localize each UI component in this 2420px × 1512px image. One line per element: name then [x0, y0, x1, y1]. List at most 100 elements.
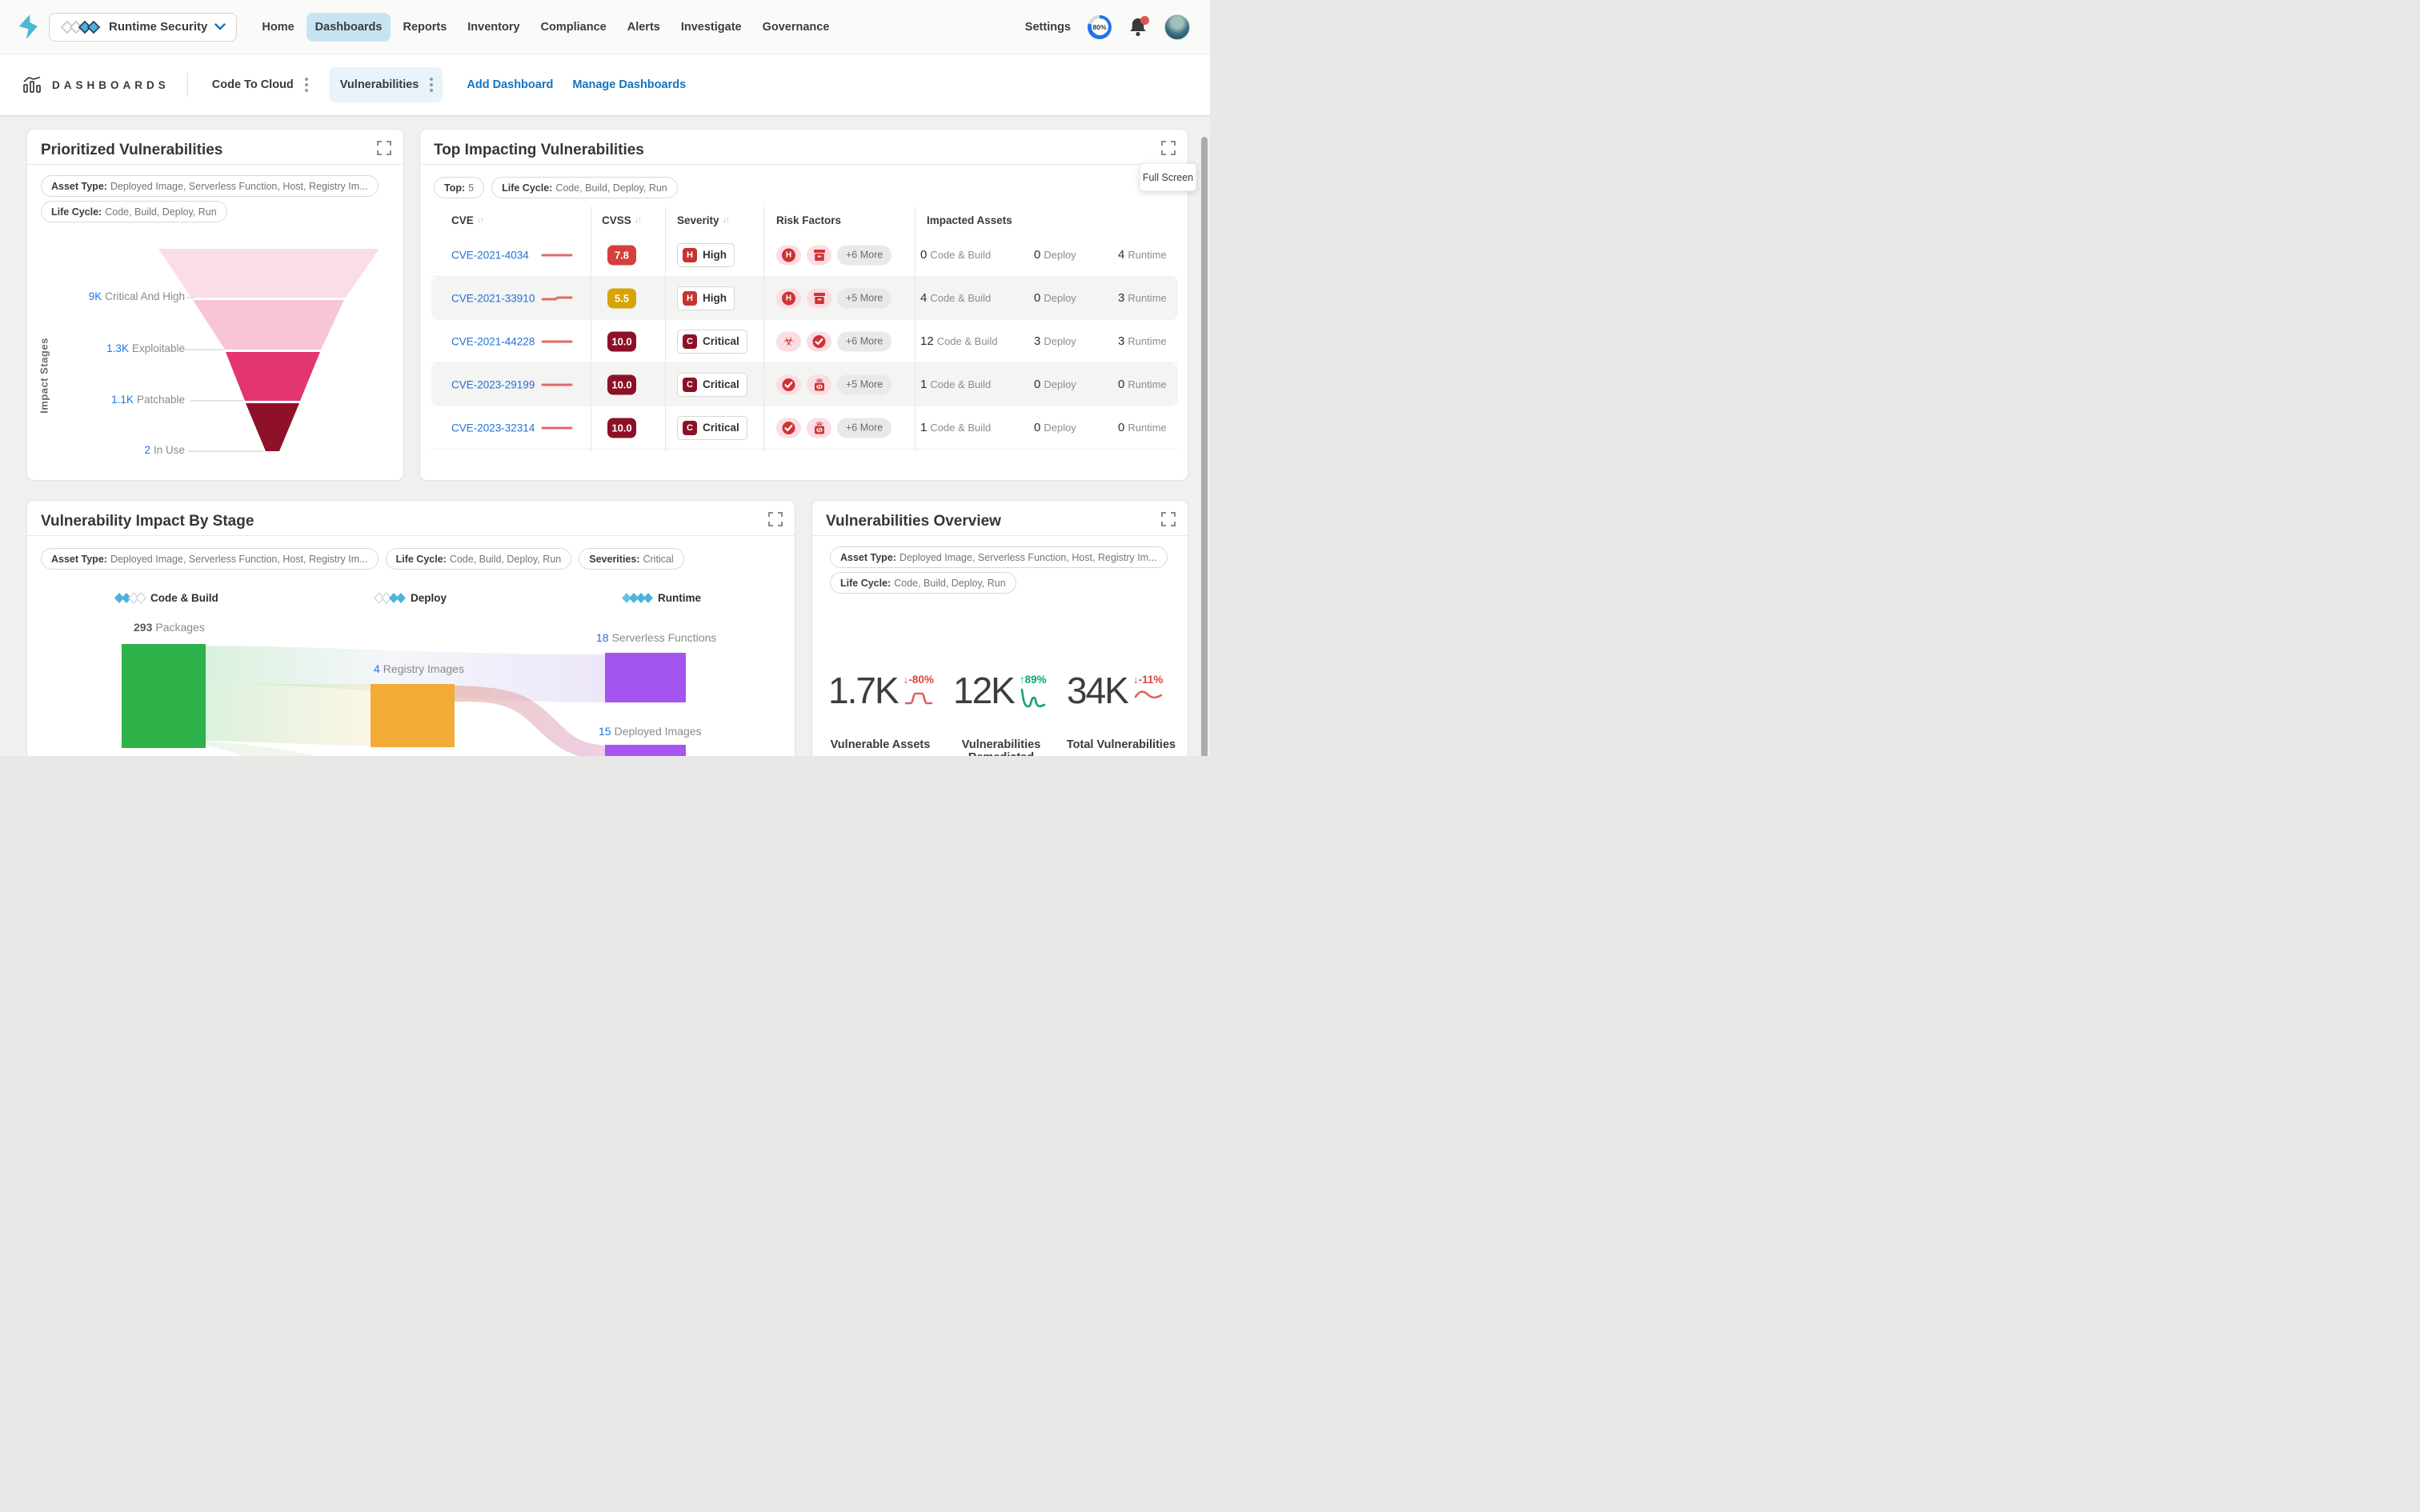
filter-chip-life-cycle[interactable]: Life Cycle: Code, Build, Deploy, Run — [41, 201, 227, 222]
brand-logo-icon[interactable] — [17, 14, 39, 41]
trend-sparkline — [1134, 690, 1163, 699]
nav-item-home[interactable]: Home — [262, 20, 294, 34]
settings-button[interactable]: Settings — [1024, 20, 1071, 34]
prioritized-vulnerabilities-card: Prioritized Vulnerabilities Asset Type: … — [26, 129, 404, 481]
filter-chip-asset-type[interactable]: Asset Type: Deployed Image, Serverless F… — [830, 546, 1168, 568]
funnel-stage-label: 1.1K Patchable — [111, 394, 185, 406]
severity-chip: H High — [677, 286, 735, 310]
cvss-badge: 10.0 — [607, 331, 636, 351]
more-risk-factors-button[interactable]: +6 More — [837, 331, 892, 351]
expand-icon[interactable] — [377, 141, 391, 155]
risk-factor-high-severity-icon[interactable]: H — [776, 245, 801, 265]
sort-icon[interactable]: ↓↑ — [476, 215, 484, 225]
column-header-cve[interactable]: CVE ↓↑ — [451, 214, 484, 226]
user-avatar[interactable] — [1164, 14, 1190, 40]
cve-link[interactable]: CVE-2021-4034 — [451, 249, 529, 261]
vulnerabilities-overview-card: Vulnerabilities Overview Asset Type: Dep… — [811, 500, 1188, 756]
impacted-deploy: 0 Deploy — [1034, 290, 1076, 305]
trend-sparkline — [541, 254, 573, 256]
table-row[interactable]: CVE-2021-33910 5.5 H High H +5 More 4 Cod… — [431, 277, 1178, 320]
tab-code-to-cloud[interactable]: Code To Cloud — [201, 67, 318, 102]
progress-value: 80% — [1091, 18, 1108, 35]
table-row[interactable]: CVE-2023-32314 10.0 C Critical — [431, 406, 1178, 450]
tab-menu-icon[interactable] — [428, 76, 435, 94]
vulnerability-impact-by-stage-card: Vulnerability Impact By Stage Asset Type… — [26, 500, 795, 756]
filter-chip-asset-type[interactable]: Asset Type: Deployed Image, Serverless F… — [41, 548, 379, 570]
expand-icon[interactable] — [1161, 141, 1176, 155]
sankey-node-deployed-images — [605, 745, 686, 756]
nav-item-reports[interactable]: Reports — [403, 20, 447, 34]
filter-chip-life-cycle[interactable]: Life Cycle: Code, Build, Deploy, Run — [491, 177, 678, 198]
trend-sparkline — [904, 692, 932, 705]
nav-item-governance[interactable]: Governance — [762, 20, 830, 34]
risk-factor-archive-box-icon[interactable] — [807, 288, 831, 308]
sort-icon[interactable]: ↓↑ — [722, 215, 730, 225]
more-risk-factors-button[interactable]: +5 More — [837, 374, 892, 394]
risk-factor-check-circle-icon[interactable] — [776, 418, 801, 438]
filter-chip-asset-type[interactable]: Asset Type: Deployed Image, Serverless F… — [41, 175, 379, 197]
severity-letter-icon: H — [683, 247, 697, 262]
filter-chip-life-cycle[interactable]: Life Cycle: Code, Build, Deploy, Run — [385, 548, 572, 570]
tab-menu-icon[interactable] — [303, 76, 310, 94]
credits-progress-ring[interactable]: 80% — [1088, 14, 1112, 39]
tab-vulnerabilities[interactable]: Vulnerabilities — [328, 67, 443, 102]
filter-chip-top[interactable]: Top: 5 — [434, 177, 485, 198]
risk-factor-check-circle-icon[interactable] — [776, 374, 801, 394]
impacted-code-build: 12 Code & Build — [920, 334, 998, 348]
filter-chip-severities[interactable]: Severities: Critical — [579, 548, 684, 570]
filter-chip-life-cycle[interactable]: Life Cycle: Code, Build, Deploy, Run — [830, 572, 1016, 594]
risk-factor-biohazard-icon[interactable]: ☣ — [776, 331, 801, 351]
nav-item-dashboards[interactable]: Dashboards — [306, 12, 391, 42]
column-header-cvss[interactable]: CVSS ↓↑ — [602, 214, 642, 226]
impacted-runtime: 4 Runtime — [1118, 247, 1167, 262]
risk-factor-remote-code-icon[interactable] — [807, 374, 831, 394]
stat-vulnerabilities-remediated: 12K ↑89% — [953, 670, 1047, 711]
risk-factor-high-severity-icon[interactable]: H — [776, 288, 801, 308]
column-header-risk-factors: Risk Factors — [776, 214, 842, 226]
cve-link[interactable]: CVE-2023-29199 — [451, 378, 535, 390]
impacted-code-build: 0 Code & Build — [920, 247, 992, 262]
risk-factor-remote-code-icon[interactable] — [807, 418, 831, 438]
expand-icon[interactable] — [768, 512, 783, 526]
severity-letter-icon: C — [683, 420, 697, 435]
cve-link[interactable]: CVE-2023-32314 — [451, 422, 535, 434]
notifications-button[interactable] — [1128, 15, 1149, 38]
cve-link[interactable]: CVE-2021-44228 — [451, 335, 535, 347]
filter-chips: Asset Type: Deployed Image, Serverless F… — [41, 175, 379, 222]
sort-icon[interactable]: ↓↑ — [634, 215, 642, 225]
table-row[interactable]: CVE-2023-29199 10.0 C Critical — [431, 363, 1178, 406]
cve-link[interactable]: CVE-2021-33910 — [451, 292, 535, 304]
page-scrollbar[interactable] — [1201, 137, 1208, 756]
top-impacting-vulnerabilities-card: Top Impacting Vulnerabilities Top: 5 Lif… — [419, 129, 1188, 481]
filter-chips: Asset Type: Deployed Image, Serverless F… — [830, 546, 1168, 594]
nav-item-alerts[interactable]: Alerts — [627, 20, 660, 34]
funnel-chart[interactable] — [27, 242, 405, 482]
nav-item-inventory[interactable]: Inventory — [467, 20, 520, 34]
sankey-node-packages — [122, 644, 206, 748]
more-risk-factors-button[interactable]: +6 More — [837, 245, 892, 265]
product-switcher-dropdown[interactable]: Runtime Security — [49, 12, 238, 42]
delta-badge: ↑89% — [1019, 674, 1047, 686]
expand-icon[interactable] — [1161, 512, 1176, 526]
risk-factor-archive-box-icon[interactable] — [807, 245, 831, 265]
more-risk-factors-button[interactable]: +6 More — [837, 418, 892, 438]
chevron-down-icon — [214, 23, 226, 30]
add-dashboard-link[interactable]: Add Dashboard — [467, 78, 554, 91]
diamonds-icon — [114, 592, 146, 604]
column-header-impacted-assets: Impacted Assets — [927, 214, 1012, 226]
column-header-severity[interactable]: Severity ↓↑ — [677, 214, 730, 226]
divider — [27, 164, 403, 165]
top-nav: Runtime Security Home Dashboards Reports… — [0, 0, 1210, 54]
manage-dashboards-link[interactable]: Manage Dashboards — [572, 78, 687, 91]
risk-factor-check-circle-icon[interactable] — [807, 331, 831, 351]
severity-chip: H High — [677, 242, 735, 267]
more-risk-factors-button[interactable]: +5 More — [837, 288, 892, 308]
stat-label: Vulnerabilities Remediated — [961, 738, 1041, 756]
nav-item-compliance[interactable]: Compliance — [540, 20, 607, 34]
nav-item-investigate[interactable]: Investigate — [680, 20, 742, 34]
sankey-node-serverless-functions — [605, 653, 686, 702]
sankey-label-registry-images: 4 Registry Images — [374, 662, 464, 675]
table-row[interactable]: CVE-2021-44228 10.0 C Critical ☣ +6 More… — [431, 320, 1178, 363]
table-row[interactable]: CVE-2021-4034 7.8 H High H +6 More 0 Code… — [431, 234, 1178, 277]
notification-dot — [1140, 15, 1149, 25]
